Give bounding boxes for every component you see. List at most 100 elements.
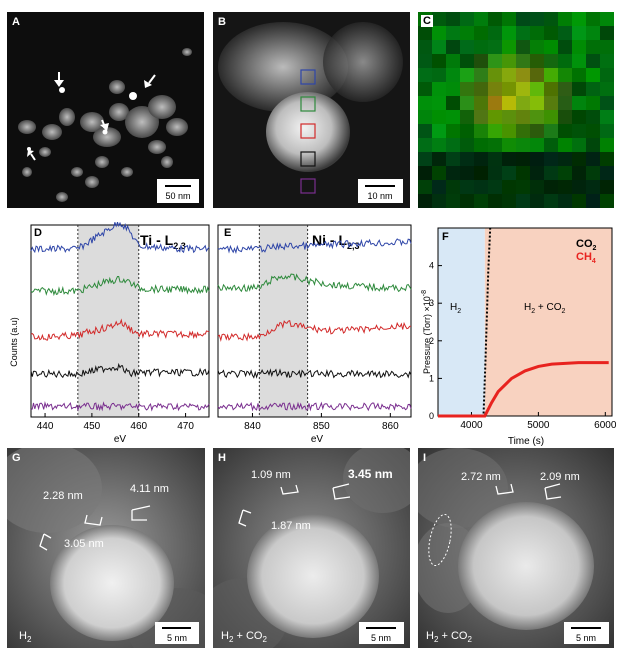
map-pixel <box>502 96 517 111</box>
map-pixel <box>558 194 573 209</box>
measurement-label: 1.87 nm <box>271 520 311 532</box>
map-pixel <box>474 68 489 83</box>
map-pixel <box>418 152 433 167</box>
map-pixel <box>600 166 615 181</box>
map-pixel <box>586 12 601 27</box>
panel-b-image: 10 nm <box>213 12 410 208</box>
panel-f: Pressure (Torr) ×10-8 Time (s) 0 1 2 3 4 4000… <box>416 222 617 447</box>
scalebar-label: 5 nm <box>576 633 596 643</box>
map-pixel <box>460 194 475 209</box>
map-pixel <box>418 124 433 139</box>
map-pixel <box>530 138 545 153</box>
map-pixel <box>418 54 433 69</box>
x-tick-label: 460 <box>130 421 147 432</box>
map-pixel <box>418 26 433 41</box>
map-pixel <box>572 180 587 195</box>
spectrum-series <box>217 320 412 343</box>
scalebar-box <box>157 179 199 203</box>
map-pixel <box>558 124 573 139</box>
map-pixel <box>418 110 433 125</box>
map-pixel <box>418 166 433 181</box>
map-pixel <box>586 180 601 195</box>
map-pixel <box>572 110 587 125</box>
region-label-right: H2 + CO2 <box>524 302 566 315</box>
y-tick-label: 2 <box>429 336 434 346</box>
x-tick-label: 5000 <box>527 420 550 431</box>
panel-label: B <box>218 16 226 28</box>
map-pixel <box>474 180 489 195</box>
map-pixel <box>530 12 545 27</box>
y-tick-label: 0 <box>429 411 434 421</box>
panel-label: D <box>34 227 42 239</box>
map-pixel <box>460 96 475 111</box>
x-tick-label: 860 <box>382 421 399 432</box>
panel-i-image: 2.72 nm 2.09 nm H2 + CO2 5 nm <box>408 448 614 648</box>
map-pixel <box>432 166 447 181</box>
map-pixel <box>516 180 531 195</box>
map-pixel <box>488 194 503 209</box>
map-pixel <box>558 40 573 55</box>
x-tick-label: 850 <box>313 421 330 432</box>
map-pixel <box>432 54 447 69</box>
map-pixel <box>600 12 615 27</box>
map-pixel <box>516 82 531 97</box>
map-pixel <box>418 180 433 195</box>
map-pixel <box>544 194 559 209</box>
map-pixel <box>516 12 531 27</box>
panel-label: I <box>423 452 427 464</box>
legend-item: CH4 <box>576 251 596 265</box>
map-pixel <box>474 124 489 139</box>
map-pixel <box>530 152 545 167</box>
map-pixel <box>558 26 573 41</box>
region-box <box>300 151 316 167</box>
map-pixel <box>488 166 503 181</box>
panel-a-image: 50 nm <box>7 12 204 208</box>
map-pixel <box>502 194 517 209</box>
map-pixel <box>572 152 587 167</box>
x-tick-label: 4000 <box>460 420 483 431</box>
map-pixel <box>460 12 475 27</box>
series-line <box>438 227 492 417</box>
map-pixel <box>418 68 433 83</box>
map-pixel <box>460 54 475 69</box>
map-pixel <box>558 138 573 153</box>
map-pixel <box>530 194 545 209</box>
scalebar-label: 50 nm <box>165 191 190 201</box>
map-pixel <box>432 152 447 167</box>
map-pixel <box>544 180 559 195</box>
map-pixel <box>432 40 447 55</box>
spectrum-series <box>30 362 210 379</box>
plot-frame <box>30 224 210 418</box>
spectrum-series <box>30 276 210 297</box>
chart-title: Ti - L2,3 <box>140 232 186 251</box>
region-box <box>300 178 316 194</box>
map-pixel <box>432 194 447 209</box>
map-pixel <box>586 68 601 83</box>
map-pixel <box>572 138 587 153</box>
map-pixel <box>600 152 615 167</box>
map-pixel <box>488 40 503 55</box>
map-pixel <box>544 138 559 153</box>
measurement-label: 3.45 nm <box>348 467 393 481</box>
measurement-label: 2.72 nm <box>461 471 501 483</box>
x-tick-label: 450 <box>84 421 101 432</box>
map-pixel <box>530 82 545 97</box>
map-pixel <box>432 26 447 41</box>
map-pixel <box>544 12 559 27</box>
map-pixel <box>460 124 475 139</box>
map-pixel <box>600 138 615 153</box>
map-pixel <box>460 26 475 41</box>
map-pixel <box>474 26 489 41</box>
highlight-band <box>77 225 139 417</box>
map-pixel <box>516 194 531 209</box>
spectrum-series <box>30 401 210 412</box>
measurement-label: 1.09 nm <box>251 469 291 481</box>
panel-c-map <box>418 12 615 209</box>
map-pixel <box>516 124 531 139</box>
map-pixel <box>432 68 447 83</box>
map-pixel <box>432 12 447 27</box>
map-pixel <box>446 54 461 69</box>
map-pixel <box>502 26 517 41</box>
region-boxes <box>300 69 316 194</box>
region-box <box>300 69 316 85</box>
